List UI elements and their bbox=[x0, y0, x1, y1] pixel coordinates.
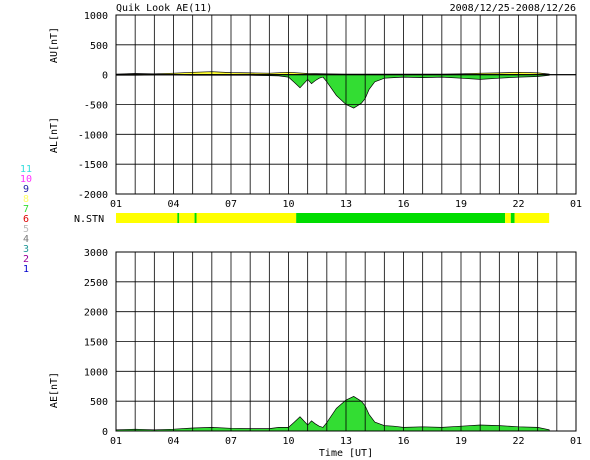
y-tick-label: 3000 bbox=[84, 248, 108, 259]
x-tick-label: 13 bbox=[340, 436, 352, 447]
nstn-segment bbox=[505, 213, 511, 223]
series-ae bbox=[115, 396, 550, 432]
x-tick-label: 01 bbox=[570, 436, 582, 447]
y-tick-label: 1000 bbox=[84, 11, 108, 22]
y-tick-label: -1000 bbox=[78, 130, 108, 141]
nstn-segment bbox=[196, 213, 297, 223]
y-tick-label: 1500 bbox=[84, 338, 108, 349]
y-tick-label: 500 bbox=[90, 41, 108, 52]
y-tick-label: -2000 bbox=[78, 190, 108, 201]
x-tick-label: 07 bbox=[225, 436, 237, 447]
legend-station-11: 11 bbox=[20, 164, 32, 175]
al-axis-label: AL[nT] bbox=[49, 117, 60, 153]
y-tick-label: -500 bbox=[84, 101, 108, 112]
x-axis-title: Time [UT] bbox=[319, 448, 373, 459]
nstn-segment bbox=[296, 213, 506, 223]
chart-title: Quik Look AE(11) bbox=[116, 3, 212, 14]
nstn-segment bbox=[177, 213, 180, 223]
x-tick-label: 22 bbox=[512, 436, 524, 447]
legend-station-10: 10 bbox=[20, 174, 32, 185]
legend-station-5: 5 bbox=[23, 224, 29, 235]
legend-station-9: 9 bbox=[23, 184, 29, 195]
x-tick-label: 16 bbox=[397, 436, 409, 447]
x-tick-label: 22 bbox=[512, 199, 524, 210]
y-tick-label: 1000 bbox=[84, 367, 108, 378]
legend-station-2: 2 bbox=[23, 254, 29, 265]
au-axis-label: AU[nT] bbox=[49, 27, 60, 63]
nstn-segment bbox=[194, 213, 197, 223]
nstn-segment bbox=[514, 213, 550, 223]
x-tick-label: 01 bbox=[570, 199, 582, 210]
x-tick-label: 10 bbox=[282, 436, 294, 447]
x-tick-label: 01 bbox=[110, 436, 122, 447]
legend-station-8: 8 bbox=[23, 194, 29, 205]
station-count-panel: N.STN bbox=[74, 213, 550, 225]
y-tick-label: 2500 bbox=[84, 278, 108, 289]
legend-station-7: 7 bbox=[23, 204, 29, 215]
y-tick-label: 2000 bbox=[84, 308, 108, 319]
y-tick-label: -1500 bbox=[78, 160, 108, 171]
nstn-segment bbox=[179, 213, 195, 223]
nstn-segment bbox=[116, 213, 178, 223]
nstn-segment bbox=[510, 213, 515, 223]
legend-station-6: 6 bbox=[23, 214, 29, 225]
x-tick-label: 19 bbox=[455, 199, 467, 210]
y-tick-label: 0 bbox=[102, 427, 108, 438]
x-tick-label: 04 bbox=[167, 199, 179, 210]
x-tick-label: 01 bbox=[110, 199, 122, 210]
x-tick-label: 16 bbox=[397, 199, 409, 210]
x-tick-label: 13 bbox=[340, 199, 352, 210]
x-tick-label: 19 bbox=[455, 436, 467, 447]
y-tick-label: 0 bbox=[102, 71, 108, 82]
x-tick-label: 10 bbox=[282, 199, 294, 210]
legend-station-1: 1 bbox=[23, 264, 29, 275]
legend-station-4: 4 bbox=[23, 234, 29, 245]
series-al bbox=[115, 74, 550, 109]
nstn-label: N.STN bbox=[74, 214, 104, 225]
y-tick-label: 500 bbox=[90, 397, 108, 408]
x-tick-label: 04 bbox=[167, 436, 179, 447]
legend-station-3: 3 bbox=[23, 244, 29, 255]
ae-axis-label: AE[nT] bbox=[49, 372, 60, 408]
date-range: 2008/12/25-2008/12/26 bbox=[450, 3, 576, 14]
plot-frame bbox=[115, 14, 577, 195]
plot-frame bbox=[115, 251, 577, 432]
x-tick-label: 07 bbox=[225, 199, 237, 210]
